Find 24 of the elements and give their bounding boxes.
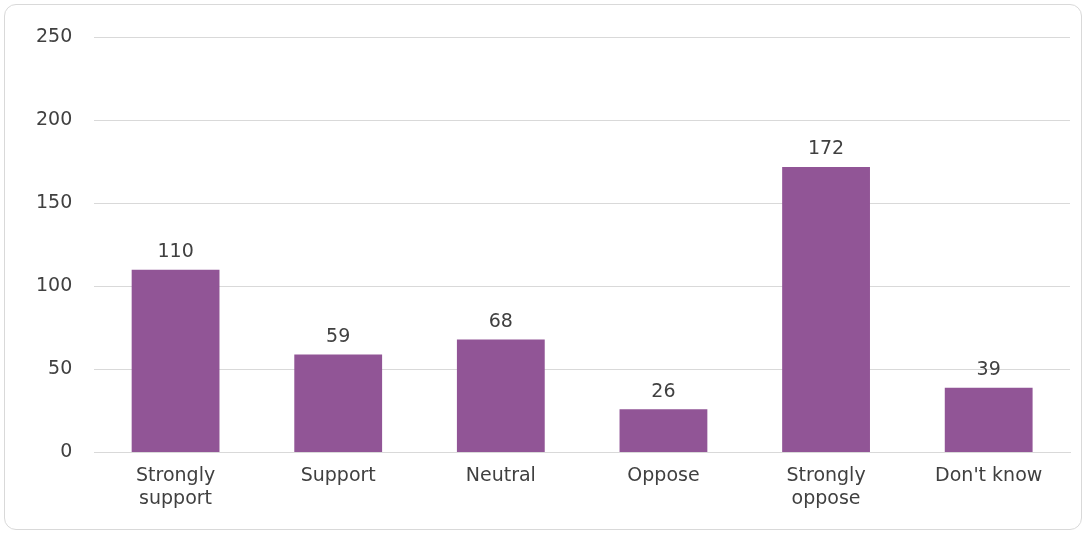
x-tick-label: Strongly support xyxy=(136,462,216,508)
bar xyxy=(782,166,870,452)
y-tick-label: 0 xyxy=(60,439,73,462)
bar xyxy=(456,339,545,452)
bar xyxy=(294,354,383,452)
data-label: 110 xyxy=(157,239,194,262)
x-tick-label: Neutral xyxy=(465,462,536,485)
x-tick-label: Don't know xyxy=(935,462,1043,485)
data-label: 39 xyxy=(976,357,1001,380)
data-label: 26 xyxy=(651,378,676,401)
y-tick-label: 250 xyxy=(36,24,73,47)
y-tick-label: 100 xyxy=(36,273,73,296)
bar xyxy=(619,409,708,452)
bar xyxy=(131,269,220,452)
data-label: 59 xyxy=(326,323,351,346)
data-label: 68 xyxy=(488,308,513,331)
bar xyxy=(944,387,1033,452)
x-tick-label: Strongly oppose xyxy=(786,462,866,508)
data-label: 172 xyxy=(807,136,845,159)
y-tick-label: 50 xyxy=(48,356,73,379)
x-tick-label: Support xyxy=(300,462,376,485)
y-tick-label: 150 xyxy=(36,190,73,213)
x-tick-label: Oppose xyxy=(627,462,700,485)
y-tick-label: 200 xyxy=(36,107,73,130)
